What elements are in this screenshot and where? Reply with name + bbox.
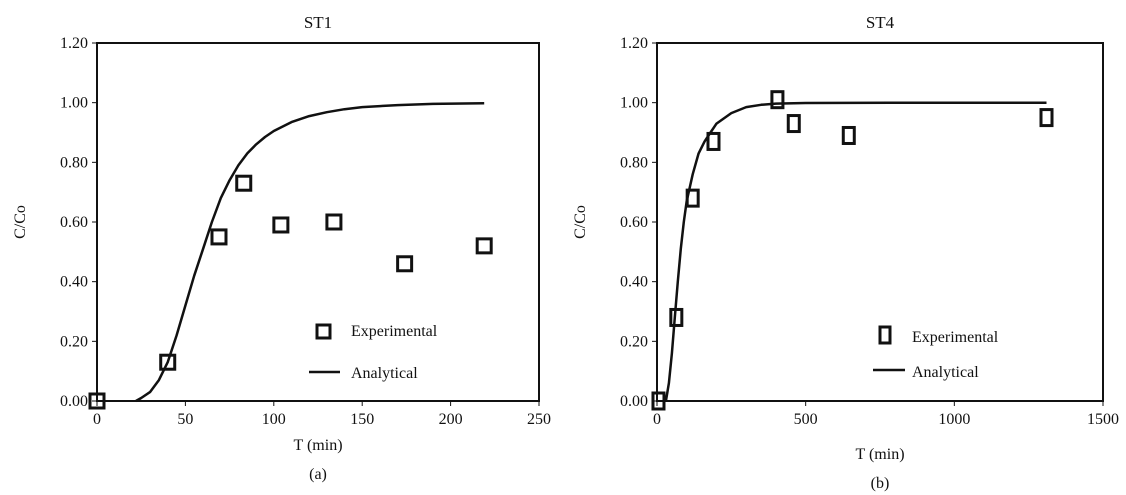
y-axis-label: C/Co	[12, 205, 29, 239]
data-point-experimental	[210, 228, 228, 246]
x-axis-label: T (min)	[293, 437, 342, 454]
y-tick-label: 0.20	[60, 333, 88, 350]
legend: Experimental Analytical	[873, 325, 999, 381]
x-ticks: 0 50 100 150 200 250	[93, 401, 551, 428]
y-ticks: 0.00 0.20 0.40 0.60 0.80 1.00 1.20	[620, 35, 657, 410]
x-axis-label: T (min)	[855, 446, 904, 463]
y-tick-label: 1.00	[620, 95, 648, 112]
legend-label-analytical: Analytical	[912, 364, 979, 381]
x-tick-label: 500	[794, 411, 818, 428]
legend-marker-experimental	[315, 323, 332, 340]
y-ticks: 0.00 0.20 0.40 0.60 0.80 1.00 1.20	[60, 35, 97, 410]
x-tick-label: 200	[439, 411, 463, 428]
data-point-experimental	[770, 90, 785, 110]
y-tick-label: 0.40	[620, 274, 648, 291]
x-ticks: 0 500 1000 1500	[653, 401, 1119, 428]
data-point-experimental	[159, 353, 177, 371]
data-point-experimental	[325, 213, 343, 231]
data-point-experimental	[1039, 108, 1054, 128]
x-tick-label: 50	[177, 411, 193, 428]
y-tick-label: 0.80	[60, 154, 88, 171]
y-tick-label: 0.20	[620, 333, 648, 350]
data-point-experimental	[88, 392, 106, 410]
chart-title: ST1	[304, 13, 332, 32]
data-point-experimental	[786, 114, 801, 134]
series-layer	[88, 102, 493, 410]
series-line-analytical	[135, 102, 485, 403]
data-point-experimental	[272, 216, 290, 234]
y-tick-label: 1.00	[60, 95, 88, 112]
y-tick-label: 0.00	[620, 393, 648, 410]
data-point-experimental	[396, 255, 414, 273]
y-tick-label: 0.80	[620, 154, 648, 171]
x-tick-label: 100	[262, 411, 286, 428]
x-tick-label: 1000	[938, 411, 970, 428]
data-point-experimental	[475, 237, 493, 255]
data-point-experimental	[706, 131, 721, 151]
series-line-analytical	[664, 101, 1047, 402]
legend-marker-experimental	[878, 325, 892, 345]
legend-label-experimental: Experimental	[912, 329, 999, 346]
y-tick-label: 0.40	[60, 274, 88, 291]
y-axis-label: C/Co	[572, 205, 589, 239]
data-point-experimental	[841, 125, 856, 145]
y-tick-label: 0.60	[620, 214, 648, 231]
series-layer	[651, 90, 1054, 411]
data-point-experimental	[651, 391, 666, 411]
x-tick-label: 150	[350, 411, 374, 428]
chart-st4: ST4 T (min) C/Co (b) 0 500 1000 1500 0.000.…	[572, 13, 1119, 492]
x-tick-label: 0	[653, 411, 661, 428]
figure-caption: (a)	[309, 466, 327, 483]
legend: Experimental Analytical	[309, 323, 438, 382]
x-tick-label: 0	[93, 411, 101, 428]
y-tick-label: 1.20	[60, 35, 88, 52]
figure-caption: (b)	[871, 475, 890, 492]
data-point-experimental	[235, 174, 253, 192]
chart-st1: ST1 T (min) C/Co (a) 0 50 100 150 200 250 0.0…	[12, 13, 551, 483]
legend-label-analytical: Analytical	[351, 365, 418, 382]
legend-label-experimental: Experimental	[351, 323, 438, 340]
y-tick-label: 1.20	[620, 35, 648, 52]
chart-title: ST4	[866, 13, 895, 32]
plot-area	[656, 42, 1104, 402]
x-tick-label: 1500	[1087, 411, 1119, 428]
plot-area	[96, 42, 540, 402]
y-tick-label: 0.00	[60, 393, 88, 410]
x-tick-label: 250	[527, 411, 551, 428]
y-tick-label: 0.60	[60, 214, 88, 231]
